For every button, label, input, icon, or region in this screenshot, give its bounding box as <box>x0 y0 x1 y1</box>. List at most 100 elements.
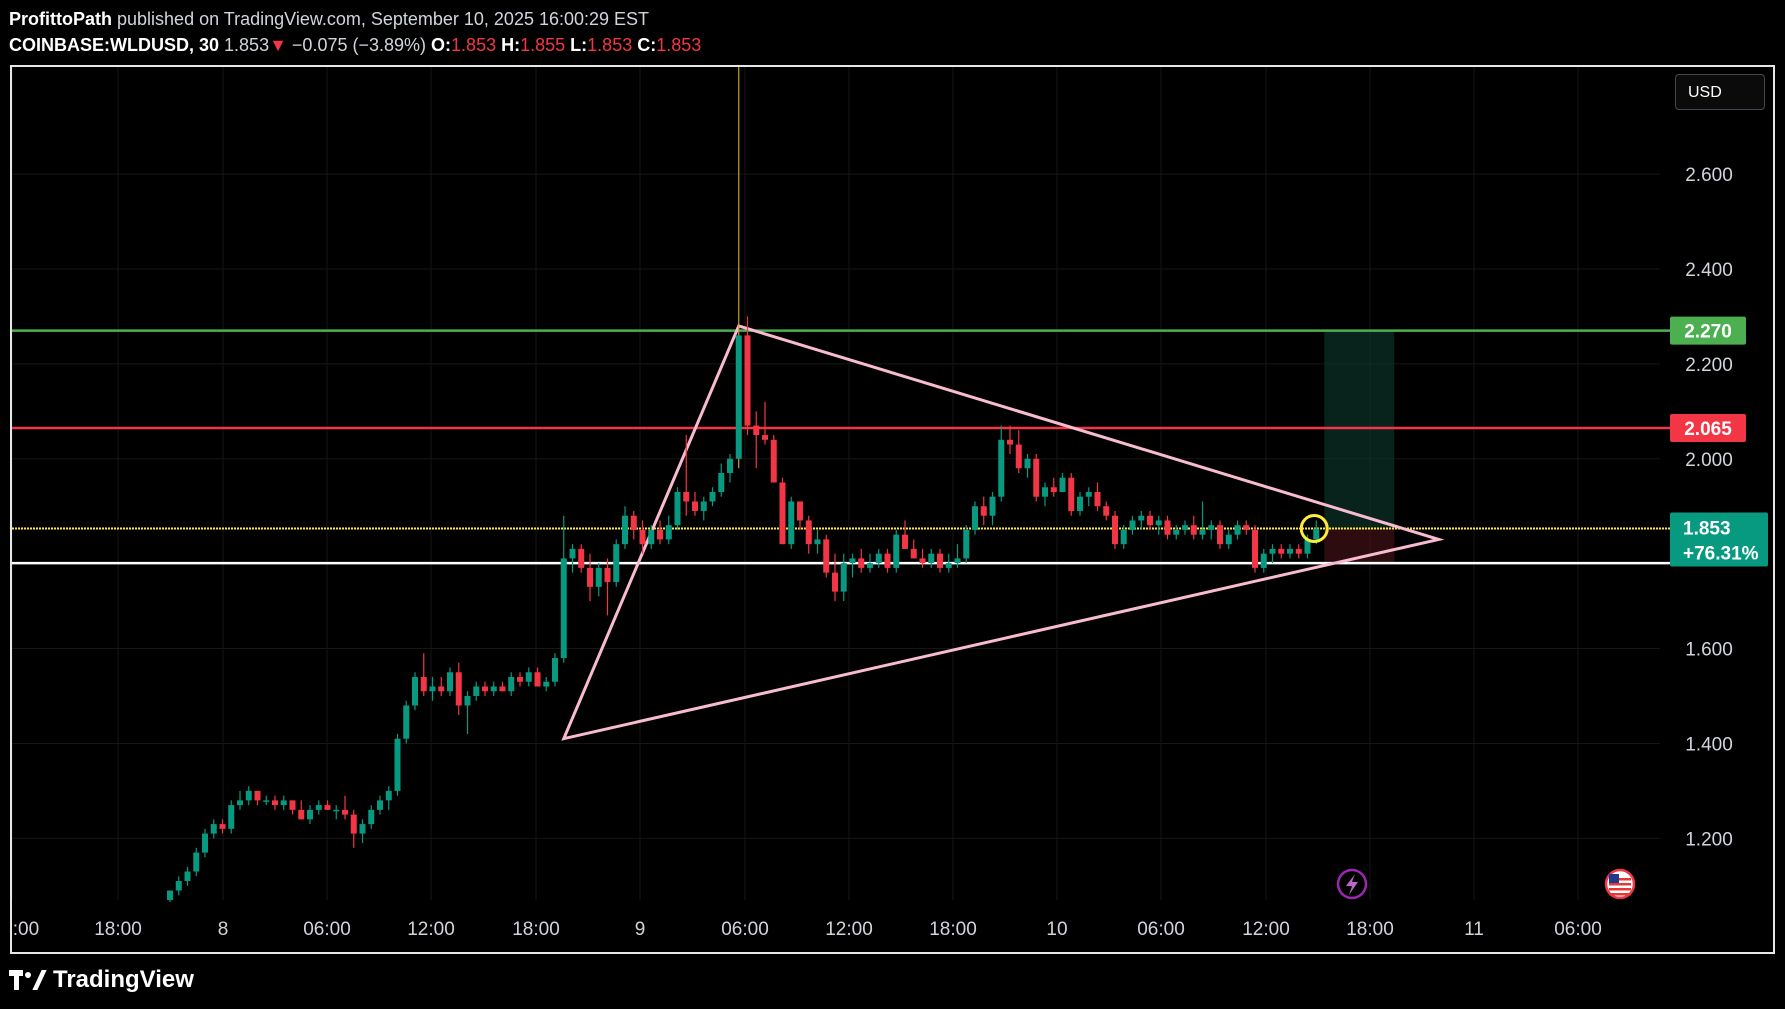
candle-body <box>464 695 471 706</box>
candle-body <box>1269 548 1276 554</box>
candle-body <box>989 496 996 516</box>
candle-body <box>473 686 480 696</box>
candle <box>237 790 243 810</box>
candle <box>569 544 576 573</box>
candle <box>1042 482 1048 507</box>
candle-body <box>788 501 795 545</box>
candle-body <box>1094 491 1101 507</box>
lightning-icon <box>1336 868 1368 900</box>
candle <box>735 67 742 469</box>
candle-body <box>893 534 900 568</box>
price-label: 2.065 <box>1684 419 1732 440</box>
candle-body <box>377 800 383 810</box>
candle <box>954 544 961 568</box>
candle-body <box>438 686 445 692</box>
candle <box>692 491 698 516</box>
candle <box>727 454 733 483</box>
candle <box>849 553 856 578</box>
close-label: C: <box>637 35 657 55</box>
candle <box>1059 473 1066 492</box>
candle-body <box>902 534 908 549</box>
candle <box>490 681 497 696</box>
candle <box>350 809 357 848</box>
candle <box>744 316 751 436</box>
candle <box>893 529 900 573</box>
candle-body <box>552 658 558 682</box>
candle-body <box>1287 548 1293 554</box>
candle-body <box>744 335 751 426</box>
candle-body <box>945 563 952 568</box>
candle <box>945 553 952 573</box>
candle <box>840 553 847 602</box>
tradingview-footer[interactable]: TradingView <box>9 966 194 994</box>
candle-body <box>167 890 173 900</box>
current-price-change: +76.31% <box>1683 544 1759 565</box>
candle-body <box>1243 525 1250 530</box>
candle <box>499 681 506 692</box>
candle <box>578 544 585 573</box>
candle <box>560 515 567 663</box>
candle <box>315 800 322 815</box>
candle <box>1225 529 1232 549</box>
candle <box>674 487 681 530</box>
candle <box>1138 510 1145 530</box>
candle <box>272 795 278 810</box>
current-price-label: 1.853 <box>1683 519 1731 540</box>
candle-body <box>1164 520 1171 535</box>
candle <box>902 520 908 549</box>
candle <box>718 463 725 497</box>
candle <box>543 677 550 692</box>
candle-body <box>1190 525 1197 535</box>
candle-body <box>674 491 681 526</box>
candle-body <box>1015 444 1022 469</box>
candle <box>919 548 926 568</box>
candle <box>447 667 453 696</box>
candle <box>762 401 768 445</box>
candle <box>525 667 532 687</box>
x-tick-label: 12:00 <box>407 919 455 940</box>
candle-body <box>604 567 611 583</box>
candle <box>1182 520 1188 535</box>
x-tick-label: 8 <box>218 919 229 940</box>
x-tick-label: 18:00 <box>929 919 977 940</box>
candle-body <box>1007 439 1013 445</box>
triangle-pattern <box>561 324 1445 741</box>
candle <box>1199 501 1206 540</box>
candle-body <box>228 805 235 829</box>
candle <box>937 548 943 573</box>
last-price: 1.853 <box>224 35 270 55</box>
candle-body <box>272 800 278 806</box>
x-tick-label: 9 <box>635 919 646 940</box>
candle-body <box>1252 529 1258 568</box>
low-value: 1.853 <box>587 35 633 55</box>
candle-body <box>482 686 488 692</box>
candle-body <box>525 672 532 682</box>
currency-button[interactable]: USD <box>1675 74 1765 110</box>
candle-body <box>709 491 716 502</box>
chart-frame <box>10 65 1775 954</box>
author-name[interactable]: ProfittoPath <box>9 9 112 29</box>
candle <box>219 819 226 834</box>
candle-body <box>683 491 690 502</box>
candle <box>307 805 313 825</box>
candle <box>473 681 480 701</box>
y-tick-label: 2.400 <box>1685 260 1733 281</box>
candle-body <box>779 482 786 545</box>
open-label: O: <box>431 35 452 55</box>
candle-body <box>762 435 768 440</box>
symbol-label[interactable]: COINBASE:WLDUSD, 30 <box>9 35 220 55</box>
candle <box>1112 510 1118 549</box>
candle <box>1252 525 1258 573</box>
candle <box>910 539 917 559</box>
candle-body <box>919 558 926 564</box>
candle-body <box>560 558 567 659</box>
price-label-box <box>1670 413 1746 442</box>
candle <box>210 819 217 839</box>
candle <box>1094 482 1101 511</box>
ohlc-line: COINBASE:WLDUSD, 30 1.853▼ −0.075 (−3.89… <box>9 32 701 58</box>
candle <box>517 672 523 687</box>
candle <box>1234 520 1241 540</box>
candle-body <box>193 852 200 872</box>
candle <box>779 477 786 545</box>
